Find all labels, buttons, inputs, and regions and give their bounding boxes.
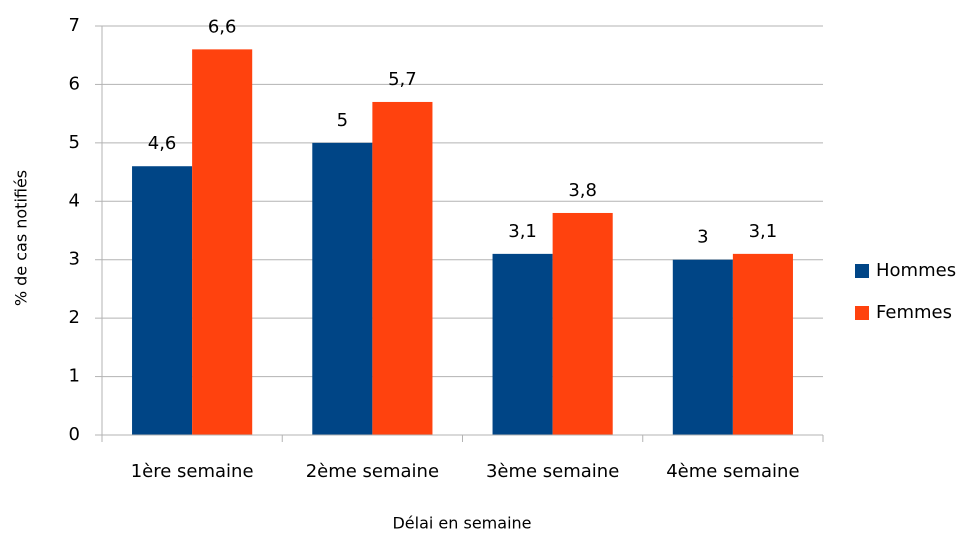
y-tick-label: 3 [69,249,80,270]
bar [372,101,433,435]
bar [492,253,553,435]
value-label: 6,6 [208,16,237,37]
value-label: 5 [337,110,348,131]
y-tick-label: 1 [69,366,80,387]
y-tick-label: 6 [69,73,80,94]
value-label: 3,1 [508,221,537,242]
legend-swatch [855,306,869,320]
bar [312,142,373,435]
bar [672,259,733,435]
value-label: 3 [697,227,708,248]
bar [132,166,193,435]
y-tick-label: 4 [69,190,80,211]
x-tick-label: 4ème semaine [666,461,799,482]
bar [732,253,793,435]
legend-label: Hommes [876,260,956,281]
x-tick-label: 2ème semaine [306,461,439,482]
y-tick-label: 2 [69,307,80,328]
value-label: 3,8 [568,180,597,201]
value-label: 3,1 [749,221,778,242]
y-axis-title: % de cas notifiés [12,170,31,306]
bar [192,49,253,435]
x-axis-title: Délai en semaine [392,514,531,533]
legend-label: Femmes [876,302,952,323]
value-label: 5,7 [388,69,417,90]
x-tick-label: 3ème semaine [486,461,619,482]
y-tick-label: 7 [69,15,80,36]
y-tick-label: 5 [69,132,80,153]
bar [552,212,613,435]
y-tick-label: 0 [69,424,80,445]
legend-swatch [855,264,869,278]
value-label: 4,6 [148,133,177,154]
x-tick-label: 1ère semaine [131,461,254,482]
